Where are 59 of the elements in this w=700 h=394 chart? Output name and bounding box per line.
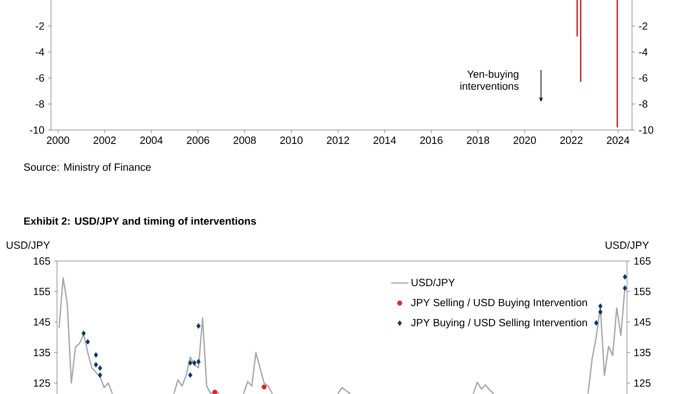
y-tick-label: 145 xyxy=(34,318,50,326)
y-tick-label: 125 xyxy=(34,379,50,387)
point xyxy=(622,274,628,280)
point xyxy=(196,323,201,329)
point xyxy=(192,360,197,366)
y2-tick-label: -8 xyxy=(639,100,648,108)
point xyxy=(196,358,201,364)
x-tick-label: 2006 xyxy=(186,136,210,144)
y2-tick-label: -6 xyxy=(639,74,648,82)
y-tick-label: -8 xyxy=(36,100,44,108)
x-tick-label: 2024 xyxy=(606,136,630,144)
x-tick-label: 2022 xyxy=(560,136,582,144)
x-tick-label: 2010 xyxy=(280,136,303,144)
chart-title: Exhibit 2: USD/JPY and timing of interventions xyxy=(24,217,256,227)
y2-tick-label: 125 xyxy=(634,379,651,387)
point xyxy=(598,309,602,315)
point xyxy=(82,330,86,336)
y2-tick-label: -4 xyxy=(639,48,648,56)
y-tick-label: -4 xyxy=(36,48,44,56)
y2-tick-label: 145 xyxy=(634,318,651,326)
x-tick-label: 2016 xyxy=(420,136,443,144)
point xyxy=(598,303,602,309)
y-tick-label: -10 xyxy=(30,126,44,134)
legend-label: USD/JPY xyxy=(412,278,455,286)
y-tick-label: -6 xyxy=(36,74,44,82)
x-tick-label: 2012 xyxy=(326,136,350,144)
point xyxy=(212,390,218,394)
point xyxy=(594,320,598,326)
y-tick-label: 165 xyxy=(34,257,50,265)
y-tick-label: 155 xyxy=(34,288,50,296)
point xyxy=(98,365,102,371)
y2-tick-label: 155 xyxy=(634,288,651,296)
point xyxy=(622,285,628,291)
y2-tick-label: 165 xyxy=(634,257,651,265)
legend-label: JPY Selling / USD Buying Intervention xyxy=(411,298,587,308)
point xyxy=(262,384,267,390)
y-axis-title: USD/JPY xyxy=(6,241,50,249)
point xyxy=(94,352,98,358)
y2-tick-label: 135 xyxy=(634,348,651,356)
x-tick-label: 2002 xyxy=(94,136,116,144)
point xyxy=(188,372,192,378)
legend-label: JPY Buying / USD Selling Intervention xyxy=(411,318,587,328)
x-tick-label: 2018 xyxy=(466,136,490,144)
x-tick-label: 2020 xyxy=(514,136,536,144)
point xyxy=(98,372,102,378)
y-tick-label: -2 xyxy=(36,22,44,30)
x-tick-label: 2008 xyxy=(234,136,256,144)
y2-axis-title: USD/JPY xyxy=(606,241,649,249)
x-tick-label: 2014 xyxy=(374,136,396,144)
x-tick-label: 2004 xyxy=(140,136,163,144)
y2-tick-label: -10 xyxy=(639,126,654,134)
y2-tick-label: -2 xyxy=(639,22,648,30)
point xyxy=(188,360,192,366)
y-tick-label: 135 xyxy=(34,348,50,356)
point xyxy=(94,362,98,368)
source-note: Source: Ministry of Finance xyxy=(24,163,151,173)
annotation: Yen-buying interventions xyxy=(460,70,519,90)
x-tick-label: 2000 xyxy=(46,136,70,144)
point xyxy=(86,339,90,345)
